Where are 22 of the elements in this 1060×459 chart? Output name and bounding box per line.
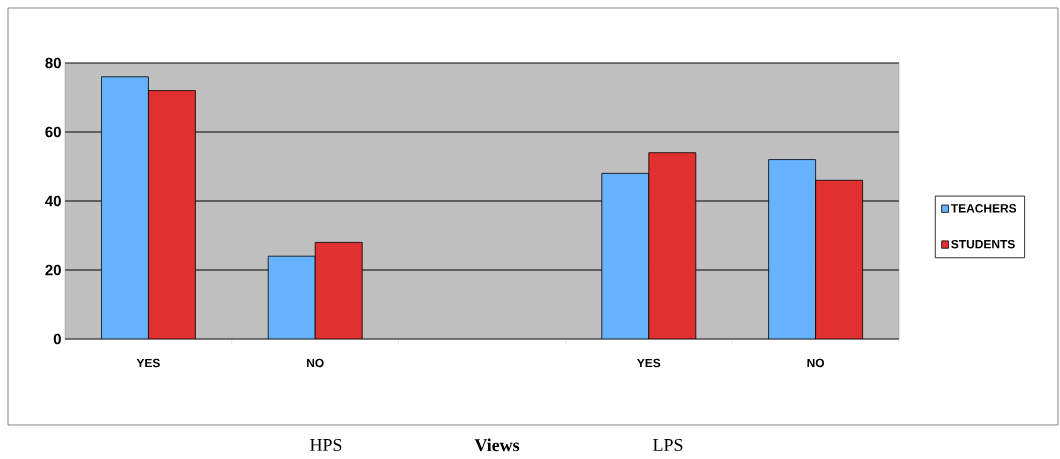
- x-tick-label: NO: [807, 358, 825, 368]
- text: LPS: [653, 438, 683, 452]
- x-tick-label: YES: [136, 358, 160, 368]
- y-tick-label: 40: [45, 195, 61, 207]
- legend-label: TEACHERS: [951, 204, 1017, 213]
- bar: [101, 76, 149, 339]
- y-tick-label: 80: [45, 57, 61, 69]
- bar: [267, 255, 316, 339]
- bar: [601, 172, 650, 339]
- x-tick-label: NO: [307, 358, 324, 368]
- bar: [314, 241, 363, 339]
- bar: [815, 179, 864, 339]
- bar: [768, 159, 817, 339]
- bar: [148, 90, 196, 339]
- legend-label: STUDENTS: [951, 239, 1015, 249]
- y-tick-label: 60: [45, 126, 61, 138]
- x-tick-label: YES: [637, 358, 661, 368]
- y-tick-label: 0: [53, 333, 61, 345]
- x-axis-title: Views: [474, 438, 520, 452]
- text: HPS: [310, 438, 342, 452]
- y-tick-label: 20: [45, 264, 61, 276]
- bar: [648, 152, 697, 339]
